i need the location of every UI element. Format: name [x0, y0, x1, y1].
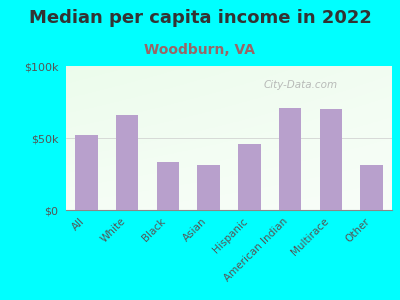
- Bar: [279, 108, 301, 210]
- Bar: [320, 109, 342, 210]
- Bar: [157, 163, 179, 210]
- Bar: [238, 144, 260, 210]
- Bar: [116, 115, 138, 210]
- Bar: [75, 135, 98, 210]
- Bar: [198, 165, 220, 210]
- Text: Median per capita income in 2022: Median per capita income in 2022: [28, 9, 372, 27]
- Bar: [360, 165, 383, 210]
- Text: Woodburn, VA: Woodburn, VA: [144, 44, 256, 58]
- Text: City-Data.com: City-Data.com: [264, 80, 338, 90]
